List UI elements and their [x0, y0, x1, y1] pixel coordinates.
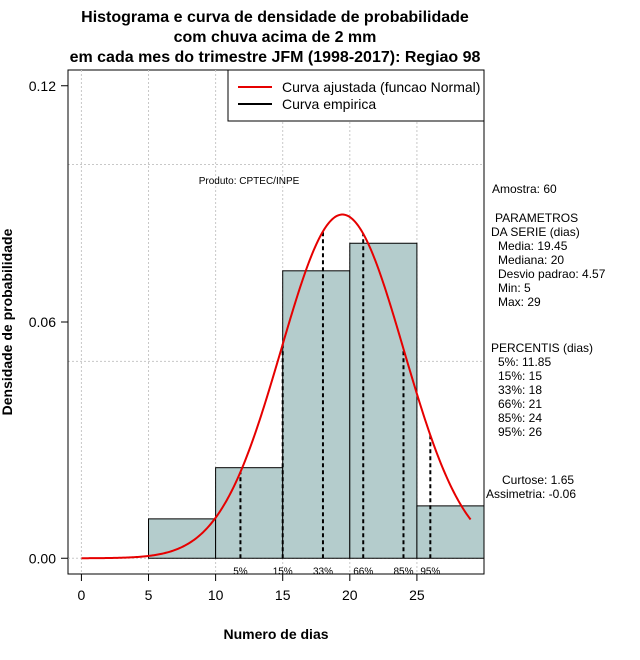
legend-label-fitted: Curva ajustada (funcao Normal) [282, 79, 480, 95]
x-tick-label: 20 [342, 587, 358, 603]
x-tick-label: 0 [78, 587, 86, 603]
y-tick-label: 0.12 [29, 78, 56, 94]
x-tick-label: 15 [275, 587, 291, 603]
legend-box [227, 69, 485, 122]
percentis-title: PERCENTIS (dias) [491, 341, 593, 355]
percentile-label: 33% [313, 566, 333, 577]
histogram-bar [148, 518, 217, 559]
product-note: Produto: CPTEC/INPE [199, 176, 300, 187]
param-min: Min: 5 [498, 281, 531, 295]
percentile-label: 95% [420, 566, 440, 577]
percentile-lines: 5% 15% 33% 66% 85% 95% [233, 231, 440, 577]
percentile-label: 5% [233, 566, 248, 577]
sample-size: Amostra: 60 [492, 182, 557, 196]
y-axis-title: Densidade de probabilidade [0, 228, 15, 415]
assimetria: Assimetria: -0.06 [486, 487, 576, 501]
param-media: Media: 19.45 [498, 239, 568, 253]
axes: 0 5 10 15 20 25 0.00 0.06 0.12 [29, 78, 425, 603]
x-tick-label: 25 [409, 587, 425, 603]
percentil-85: 85%: 24 [498, 411, 542, 425]
percentil-66: 66%: 21 [498, 397, 542, 411]
percentil-95: 95%: 26 [498, 425, 542, 439]
normal-curve-layer [81, 213, 472, 560]
curtose: Curtose: 1.65 [502, 473, 574, 487]
x-axis-title: Numero de dias [223, 626, 328, 642]
x-tick-label: 5 [145, 587, 153, 603]
params-title-1: PARAMETROS [495, 211, 578, 225]
x-tick-label: 10 [208, 587, 224, 603]
percentil-33: 33%: 18 [498, 383, 542, 397]
normal-fit-curve [81, 213, 472, 560]
params-title-2: DA SERIE (dias) [491, 225, 580, 239]
histogram-bars [148, 242, 485, 559]
y-tick-label: 0.00 [29, 550, 56, 566]
chart-title-line-3: em cada mes do trimestre JFM (1998-2017)… [70, 49, 481, 66]
param-desvio: Desvio padrao: 4.57 [498, 267, 606, 281]
percentile-label: 66% [353, 566, 373, 577]
param-mediana: Mediana: 20 [498, 253, 564, 267]
legend: Curva ajustada (funcao Normal) Curva emp… [227, 69, 485, 122]
y-tick-label: 0.06 [29, 314, 56, 330]
histogram-bar [416, 505, 485, 559]
statistics-panel: Amostra: 60 PARAMETROS DA SERIE (dias) M… [486, 182, 606, 501]
percentile-label: 15% [273, 566, 293, 577]
histogram-bar [215, 467, 284, 559]
percentile-label: 85% [393, 566, 413, 577]
histogram-bar [349, 242, 418, 559]
legend-label-empirical: Curva empirica [282, 96, 376, 112]
percentil-15: 15%: 15 [498, 369, 542, 383]
percentil-5: 5%: 11.85 [498, 355, 551, 369]
param-max: Max: 29 [498, 295, 541, 309]
chart-title-line-2: com chuva acima de 2 mm [174, 29, 377, 46]
chart-title-line-1: Histograma e curva de densidade de proba… [81, 9, 469, 26]
